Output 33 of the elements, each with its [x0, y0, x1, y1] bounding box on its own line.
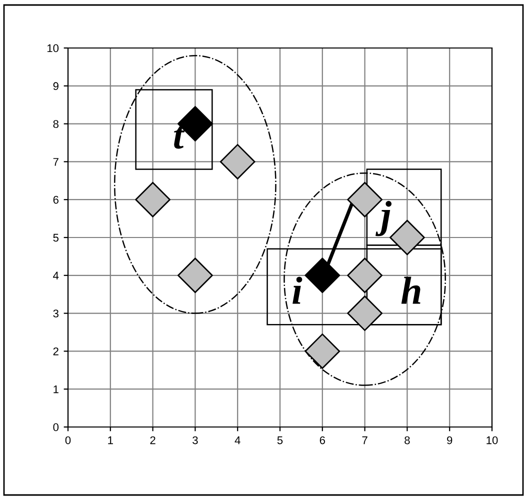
y-tick-label: 8 [53, 120, 58, 128]
y-tick-label: 7 [53, 158, 58, 166]
y-tick-label: 5 [53, 234, 59, 242]
x-tick-label: 5 [277, 436, 283, 444]
annotation: t [174, 126, 185, 149]
x-tick-label: 2 [150, 436, 156, 444]
annotation: h [401, 276, 420, 304]
x-tick-label: 10 [486, 436, 498, 444]
x-tick-label: 1 [108, 436, 113, 444]
annotation: j [376, 200, 392, 236]
y-tick-label: 2 [53, 347, 58, 356]
y-tick-label: 0 [53, 423, 59, 432]
point [135, 182, 171, 218]
point [347, 296, 383, 332]
x-tick-label: 0 [65, 436, 71, 444]
point [304, 258, 340, 294]
x-tick-label: 7 [362, 436, 368, 444]
annotation: i [292, 276, 302, 304]
point [220, 144, 256, 180]
y-tick-label: 6 [53, 196, 58, 204]
x-tick-label: 9 [447, 436, 452, 444]
x-tick-label: 8 [404, 436, 410, 444]
x-tick-label: 4 [234, 436, 240, 444]
y-tick-label: 9 [53, 82, 58, 90]
x-tick-label: 3 [192, 436, 198, 444]
point [304, 333, 340, 369]
point [347, 258, 383, 294]
y-tick-label: 10 [47, 44, 59, 52]
y-tick-label: 1 [54, 385, 58, 394]
y-tick-label: 4 [53, 272, 59, 280]
x-tick-label: 6 [320, 436, 325, 444]
point [177, 258, 213, 294]
y-tick-label: 3 [53, 310, 58, 318]
